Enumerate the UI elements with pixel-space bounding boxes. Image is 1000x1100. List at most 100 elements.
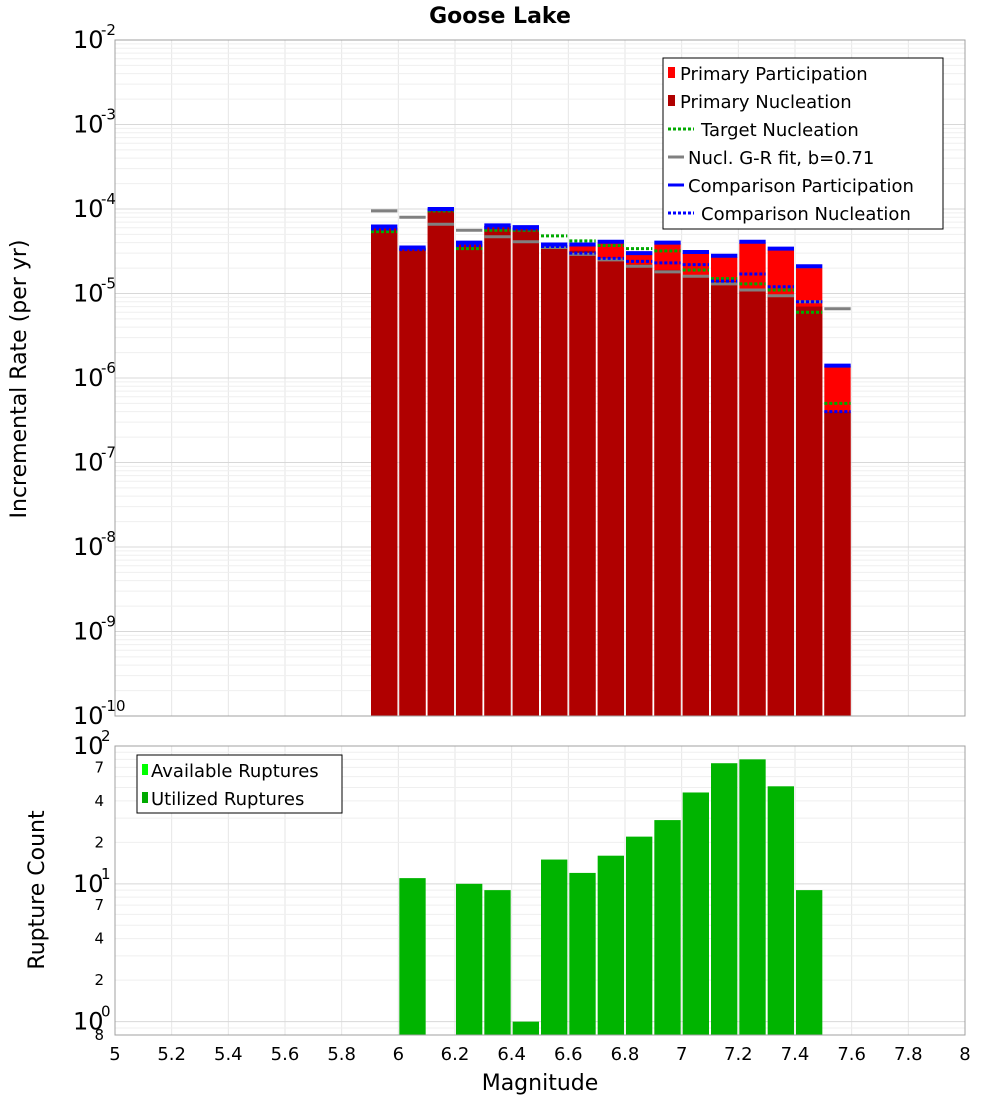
bar-primary-nucleation [824, 411, 851, 716]
bar-utilized-ruptures [512, 1021, 539, 1035]
bottom-y-minor-tick-label: 2 [94, 833, 104, 851]
x-ticks: 5 5.2 5.4 5.6 5.8 6 6.2 6.4 6.6 6.8 7 7.2 7.4 7.6 7.8 8 [109, 1044, 970, 1065]
top-y-tick-label: 10 [73, 364, 104, 392]
x-tick-label-6: 6 [393, 1044, 404, 1065]
x-tick-label-7: 7 [676, 1044, 687, 1065]
bottom-y-minor-tick-label: 2 [94, 971, 104, 989]
x-tick-label-5-4: 5.4 [214, 1044, 243, 1065]
top-y-tick-exponent: -5 [101, 275, 116, 293]
legend-label-primary-participation: Primary Participation [680, 64, 868, 85]
x-tick-label-6-2: 6.2 [441, 1044, 470, 1065]
bar-primary-nucleation [541, 245, 568, 717]
bottom-y-tick-label: 10 [73, 732, 104, 760]
x-tick-label-5-6: 5.6 [271, 1044, 300, 1065]
top-y-tick-label: 10 [73, 280, 104, 308]
bar-primary-nucleation [654, 269, 681, 716]
top-y-tick-label: 10 [73, 533, 104, 561]
bar-utilized-ruptures [456, 883, 483, 1035]
top-y-tick-label: 10 [73, 195, 104, 223]
bottom-y-tick-label: 10 [73, 870, 104, 898]
top-y-tick-exponent: -8 [101, 528, 116, 546]
top-y-tick-label: 10 [73, 111, 104, 139]
bottom-y-minor-tick-label: 7 [94, 758, 104, 776]
bar-primary-nucleation [371, 227, 398, 716]
bar-utilized-ruptures [399, 878, 426, 1035]
bar-primary-nucleation [484, 225, 511, 716]
bottom-legend: Available Ruptures Utilized Ruptures [136, 754, 343, 814]
legend-label-utilized-ruptures: Utilized Ruptures [151, 789, 304, 810]
x-tick-label-6-4: 6.4 [497, 1044, 526, 1065]
x-tick-label-7-2: 7.2 [724, 1044, 753, 1065]
bar-utilized-ruptures [541, 859, 568, 1035]
bottom-bars [399, 759, 823, 1035]
top-y-tick-label: 10 [73, 702, 104, 730]
x-tick-label-6-6: 6.6 [554, 1044, 583, 1065]
bottom-y-tick-exponent: 1 [101, 865, 111, 883]
top-y-tick-exponent: -6 [101, 359, 116, 377]
bar-primary-nucleation [682, 276, 709, 716]
top-y-tick-exponent: -4 [101, 190, 116, 208]
legend-swatch-available-ruptures [142, 764, 148, 775]
x-tick-label-7-6: 7.6 [837, 1044, 866, 1065]
top-bars [371, 209, 851, 717]
bar-primary-nucleation [456, 243, 483, 716]
top-y-tick-exponent: -7 [101, 444, 116, 462]
bottom-y-minor-tick-label: 8 [94, 1026, 104, 1044]
x-tick-label-8: 8 [959, 1044, 970, 1065]
top-y-tick-label: 10 [73, 26, 104, 54]
bottom-y-minor-tick-label: 7 [94, 896, 104, 914]
bar-utilized-ruptures [711, 763, 738, 1035]
bar-primary-nucleation [626, 264, 653, 716]
top-y-tick-exponent: -10 [101, 697, 126, 715]
bar-primary-nucleation [569, 250, 596, 716]
bar-primary-nucleation [512, 227, 539, 716]
bar-utilized-ruptures [796, 890, 823, 1035]
legend-swatch-utilized-ruptures [142, 792, 148, 803]
legend-label-comparison-participation: Comparison Participation [688, 176, 914, 197]
bar-primary-nucleation [597, 261, 624, 716]
bottom-y-axis-label: Rupture Count [25, 810, 50, 970]
bar-utilized-ruptures [654, 820, 681, 1035]
top-y-tick-label: 10 [73, 618, 104, 646]
top-lines [371, 207, 851, 414]
x-tick-label-7-4: 7.4 [781, 1044, 810, 1065]
legend-swatch-primary-nucleation [668, 95, 675, 106]
bottom-y-tick-exponent: 0 [101, 1003, 111, 1021]
bar-utilized-ruptures [484, 890, 511, 1035]
legend-label-available-ruptures: Available Ruptures [151, 761, 319, 782]
bar-utilized-ruptures [767, 786, 794, 1035]
bar-primary-nucleation [427, 209, 454, 716]
legend-label-comparison-nucleation: Comparison Nucleation [701, 204, 911, 225]
x-tick-label-7-8: 7.8 [894, 1044, 923, 1065]
legend-label-gr-fit: Nucl. G-R fit, b=0.71 [688, 148, 874, 169]
legend-swatch-primary-participation [668, 67, 675, 78]
top-y-tick-exponent: -3 [101, 106, 116, 124]
top-y-tick-exponent: -9 [101, 613, 116, 631]
top-legend-box [662, 57, 944, 230]
top-legend: Primary Participation Primary Nucleation… [662, 57, 944, 230]
top-plot-frame [114, 39, 966, 717]
bar-utilized-ruptures [569, 872, 596, 1035]
bar-utilized-ruptures [739, 759, 766, 1035]
legend-label-primary-nucleation: Primary Nucleation [680, 92, 852, 113]
top-y-axis-label: Incremental Rate (per yr) [7, 240, 32, 519]
bar-primary-nucleation [767, 295, 794, 716]
top-y-tick-exponent: -2 [101, 21, 116, 39]
top-y-tick-label: 10 [73, 449, 104, 477]
bottom-legend-box [136, 754, 343, 814]
bottom-y-minor-tick-label: 4 [94, 930, 104, 948]
bar-primary-nucleation [796, 306, 823, 716]
legend-label-target-nucleation: Target Nucleation [700, 120, 859, 141]
bar-utilized-ruptures [597, 855, 624, 1035]
x-axis-label: Magnitude [482, 1071, 599, 1096]
bar-utilized-ruptures [682, 792, 709, 1035]
bottom-plot-frame [114, 745, 966, 1036]
x-tick-label-5: 5 [109, 1044, 120, 1065]
bar-primary-nucleation [711, 281, 738, 716]
bottom-y-minor-tick-label: 4 [94, 792, 104, 810]
